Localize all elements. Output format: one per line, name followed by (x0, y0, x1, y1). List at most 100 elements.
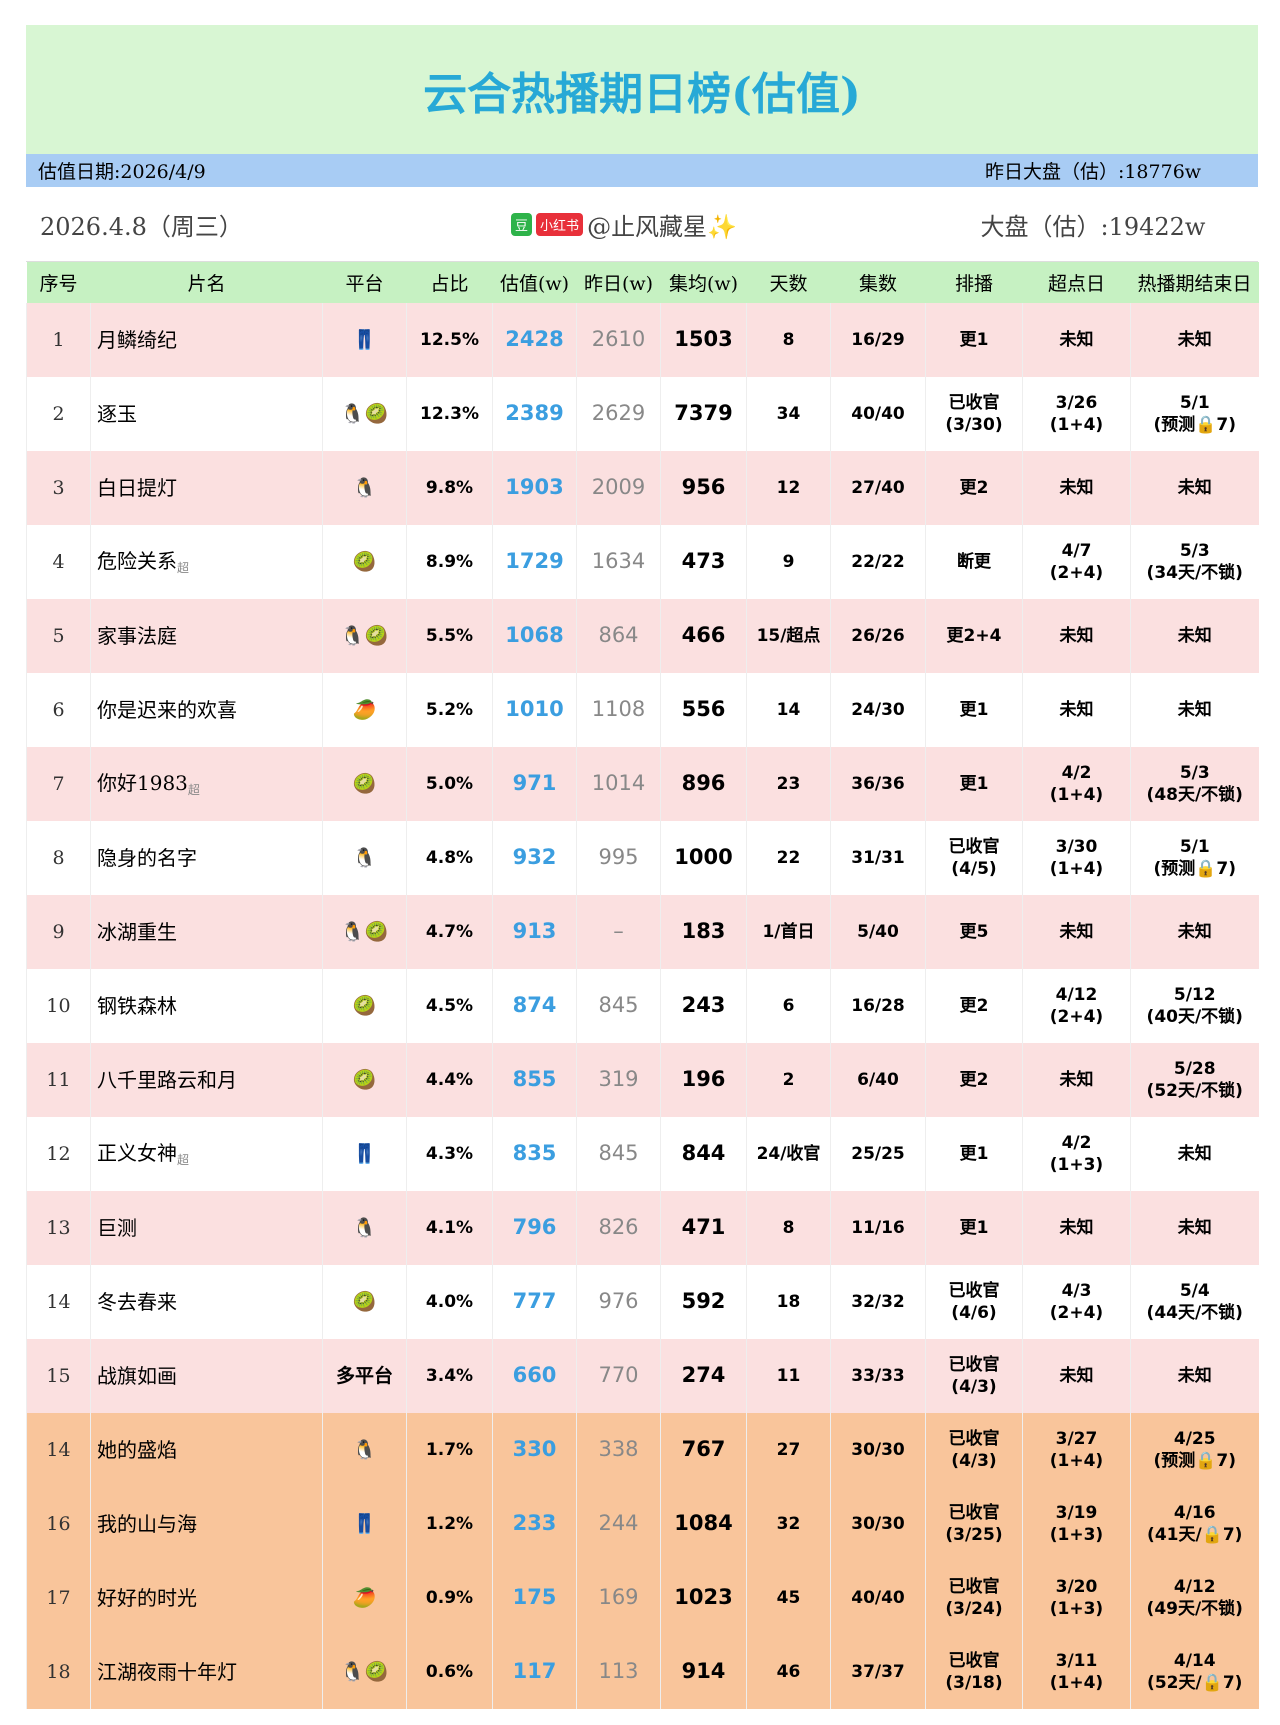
cell: 更1 (925, 1117, 1023, 1191)
cell: 未知 (1130, 673, 1259, 747)
cell: 2 (26, 377, 91, 451)
cell: 22/22 (830, 525, 926, 599)
cell: 5.2% (406, 673, 493, 747)
date-label: 估值日期:2026/4/9 (38, 161, 206, 183)
cell: 913 (492, 895, 577, 969)
cell: 更5 (925, 895, 1023, 969)
cell: 更2 (925, 1043, 1023, 1117)
cell: 🐧 (322, 821, 407, 895)
cell: 2428 (492, 303, 577, 377)
cell: 471 (660, 1191, 747, 1265)
cell: 1 (26, 303, 91, 377)
cell: 未知 (1130, 1339, 1259, 1413)
column-header: 片名 (90, 262, 323, 303)
table-row: 12 正义女神超 👖 4.3% 835 845 844 24/收官 25/25 更1 4/2 (1+… (26, 1117, 1259, 1191)
table-row: 13 巨测 🐧 4.1% 796 826 471 8 11/16 更1 未知 未知 (26, 1191, 1259, 1265)
cell: 196 (660, 1043, 747, 1117)
cell: 🥝 (322, 969, 407, 1043)
cell: 274 (660, 1339, 747, 1413)
show-name: 我的山与海 (97, 1512, 197, 1536)
cell: 2009 (576, 451, 661, 525)
badge: 小红书 (536, 212, 584, 236)
cell: 🥝 (322, 525, 407, 599)
cell: 40/40 (830, 1561, 926, 1635)
table-row: 2 逐玉 🐧🥝 12.3% 2389 2629 7379 34 40/40 已收官 (3/30) 3… (26, 377, 1259, 451)
cell: 0.9% (406, 1561, 493, 1635)
cell: 未知 (1022, 303, 1131, 377)
cell: 5/3 (48天/不锁) (1130, 747, 1259, 821)
show-name: 她的盛焰 (97, 1438, 177, 1462)
cell: 已收官 (4/5) (925, 821, 1023, 895)
table-row: 10 钢铁森林 🥝 4.5% 874 845 243 6 16/28 更2 4/12 (2+4) 5/… (26, 969, 1259, 1043)
cell: 🐧 (322, 1191, 407, 1265)
cell: 9 (26, 895, 91, 969)
cell: 🐧🥝 (322, 377, 407, 451)
table-row: 5 家事法庭 🐧🥝 5.5% 1068 864 466 15/超点 26/26 更2+4 未知 未知 (26, 599, 1259, 673)
cell: 🥝 (322, 1043, 407, 1117)
cell: 17 (26, 1561, 91, 1635)
column-header: 平台 (322, 262, 407, 303)
table-row: 18 江湖夜雨十年灯 🐧🥝 0.6% 117 113 914 46 37/37 已收官 (3/18… (26, 1635, 1259, 1709)
cell: 未知 (1022, 599, 1131, 673)
cell: 🥭 (322, 673, 407, 747)
cell: 4/7 (2+4) (1022, 525, 1131, 599)
cell: 🥝 (322, 1265, 407, 1339)
cell: 4/2 (1+3) (1022, 1117, 1131, 1191)
cell: 0.6% (406, 1635, 493, 1709)
cell: 6/40 (830, 1043, 926, 1117)
cell: 855 (492, 1043, 577, 1117)
cell: 976 (576, 1265, 661, 1339)
cell: 更2 (925, 969, 1023, 1043)
cell: 12.5% (406, 303, 493, 377)
cell: 更1 (925, 673, 1023, 747)
cell: 未知 (1130, 599, 1259, 673)
cell: 4/14 (52天/🔒7) (1130, 1635, 1259, 1709)
cell: 未知 (1130, 451, 1259, 525)
cell: 24/30 (830, 673, 926, 747)
cell: 16 (26, 1487, 91, 1561)
table-row: 6 你是迟来的欢喜 🥭 5.2% 1010 1108 556 14 24/30 更1 未知 未知 (26, 673, 1259, 747)
cell: 3/11 (1+4) (1022, 1635, 1131, 1709)
table-row: 15 战旗如画 多平台 3.4% 660 770 274 11 33/33 已收官 (4/3) 未知… (26, 1339, 1259, 1413)
cell: 🥭 (322, 1561, 407, 1635)
cell: 7379 (660, 377, 747, 451)
cell: 你是迟来的欢喜 (90, 673, 323, 747)
cell: 冬去春来 (90, 1265, 323, 1339)
cell: 4/16 (41天/🔒7) (1130, 1487, 1259, 1561)
column-header: 占比 (406, 262, 493, 303)
cell: 36/36 (830, 747, 926, 821)
cell: 796 (492, 1191, 577, 1265)
cell: 914 (660, 1635, 747, 1709)
cell: 22 (746, 821, 831, 895)
cell: 好好的时光 (90, 1561, 323, 1635)
table-row: 9 冰湖重生 🐧🥝 4.7% 913–183 1/首日 5/40 更5 未知 未知 (26, 895, 1259, 969)
cell: 更1 (925, 747, 1023, 821)
cell: 已收官 (4/3) (925, 1413, 1023, 1487)
cell: 未知 (1022, 1339, 1131, 1413)
cell: 7 (26, 747, 91, 821)
cell: 1903 (492, 451, 577, 525)
cell: 845 (576, 969, 661, 1043)
cell: 未知 (1022, 1043, 1131, 1117)
cell: 2 (746, 1043, 831, 1117)
cell: 767 (660, 1413, 747, 1487)
cell: 1729 (492, 525, 577, 599)
cell: 4/2 (1+4) (1022, 747, 1131, 821)
cell: 🐧🥝 (322, 895, 407, 969)
cell: 844 (660, 1117, 747, 1191)
cell: 32 (746, 1487, 831, 1561)
column-header: 集数 (830, 262, 926, 303)
cell: 钢铁森林 (90, 969, 323, 1043)
cell: 未知 (1130, 895, 1259, 969)
cell: 1014 (576, 747, 661, 821)
cell: 34 (746, 377, 831, 451)
cell: 4 (26, 525, 91, 599)
cell: 30/30 (830, 1413, 926, 1487)
cell: 24/收官 (746, 1117, 831, 1191)
cell: 971 (492, 747, 577, 821)
cell: 31/31 (830, 821, 926, 895)
cell: 未知 (1022, 1191, 1131, 1265)
cell: 1.2% (406, 1487, 493, 1561)
ranking-board: 云合热播期日榜(估值) 估值日期:2026/4/9 昨日大盘（估）:18776w… (26, 25, 1259, 1709)
tag: 超 (187, 782, 200, 797)
